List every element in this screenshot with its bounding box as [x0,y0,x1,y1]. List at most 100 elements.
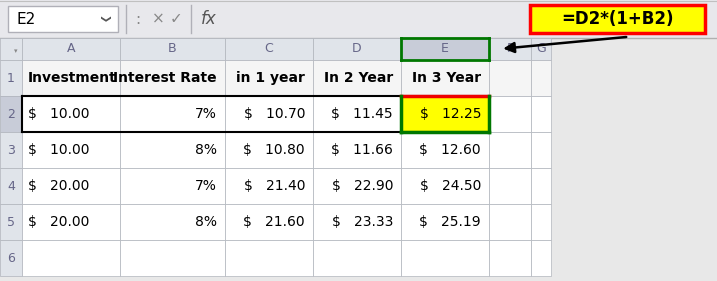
Text: Interest Rate: Interest Rate [113,71,217,85]
Bar [489,96,531,132]
Text: 6: 6 [7,251,15,264]
Bar [531,132,551,168]
Bar [531,38,551,60]
Bar [313,132,401,168]
Bar [0,0,717,38]
Text: in 1 year: in 1 year [236,71,305,85]
Text: $   11.66: $ 11.66 [331,143,393,157]
Bar [489,168,531,204]
Bar [225,96,313,132]
Text: $   10.70: $ 10.70 [244,107,305,121]
Bar [401,60,489,96]
Bar [313,60,401,96]
Bar [489,132,531,168]
Text: $   21.60: $ 21.60 [243,215,305,229]
Bar [489,38,531,60]
Text: ×: × [151,12,164,26]
Text: $   25.19: $ 25.19 [419,215,481,229]
Bar [22,38,120,60]
Text: ✓: ✓ [170,12,182,26]
Text: E: E [441,42,449,56]
Text: ❯: ❯ [99,15,109,23]
Text: D: D [352,42,362,56]
Text: B: B [168,42,177,56]
Text: In 2 Year: In 2 Year [324,71,393,85]
Bar [8,6,118,32]
Text: 7%: 7% [195,107,217,121]
Bar [0,168,22,204]
Text: C: C [265,42,273,56]
Bar [489,204,531,240]
Bar [120,38,225,60]
Text: 3: 3 [7,144,15,157]
Bar [0,60,22,96]
Bar [401,240,489,276]
Bar [225,60,313,96]
Text: 5: 5 [7,216,15,228]
Text: $   21.40: $ 21.40 [244,179,305,193]
Text: 7%: 7% [195,179,217,193]
Bar [22,60,120,96]
Text: fx: fx [201,10,217,28]
Bar [120,240,225,276]
Bar [531,60,551,96]
Text: G: G [536,42,546,56]
Text: $   11.45: $ 11.45 [331,107,393,121]
Bar [531,96,551,132]
Text: $   22.90: $ 22.90 [331,179,393,193]
Bar [22,204,120,240]
Bar [531,240,551,276]
Bar [120,132,225,168]
Bar [401,38,489,60]
Bar [401,132,489,168]
Bar [0,204,22,240]
Text: 1: 1 [7,71,15,85]
Bar [401,204,489,240]
Bar [313,204,401,240]
Text: $   12.60: $ 12.60 [419,143,481,157]
Bar [531,204,551,240]
Bar [225,240,313,276]
Text: F: F [506,42,513,56]
Bar [313,240,401,276]
Text: $   20.00: $ 20.00 [28,215,90,229]
Bar [225,132,313,168]
Bar [120,168,225,204]
Bar [120,60,225,96]
Bar [0,96,22,132]
Text: $   10.00: $ 10.00 [28,107,90,121]
Bar [22,96,120,132]
Bar [0,38,22,60]
Text: In 3 Year: In 3 Year [412,71,481,85]
Bar [225,204,313,240]
Text: 8%: 8% [195,143,217,157]
Text: E2: E2 [16,12,35,26]
Text: $   10.80: $ 10.80 [243,143,305,157]
Bar [313,96,401,132]
Bar [0,240,22,276]
Bar [22,240,120,276]
Bar [530,5,705,33]
Text: $   23.33: $ 23.33 [332,215,393,229]
Bar [401,168,489,204]
Bar [489,240,531,276]
Bar [225,168,313,204]
Text: A: A [67,42,75,56]
Bar [313,168,401,204]
Bar [120,96,225,132]
Text: $   12.25: $ 12.25 [419,107,481,121]
Text: 4: 4 [7,180,15,192]
Bar [22,168,120,204]
Text: $   10.00: $ 10.00 [28,143,90,157]
Text: 8%: 8% [195,215,217,229]
Text: :: : [136,12,141,26]
Bar [531,168,551,204]
Text: =D2*(1+B2): =D2*(1+B2) [561,10,674,28]
Text: ▾: ▾ [14,48,17,54]
Bar [489,60,531,96]
Bar [313,38,401,60]
Text: 2: 2 [7,108,15,121]
Text: $   24.50: $ 24.50 [419,179,481,193]
Text: $   20.00: $ 20.00 [28,179,90,193]
Text: Investment: Investment [28,71,117,85]
